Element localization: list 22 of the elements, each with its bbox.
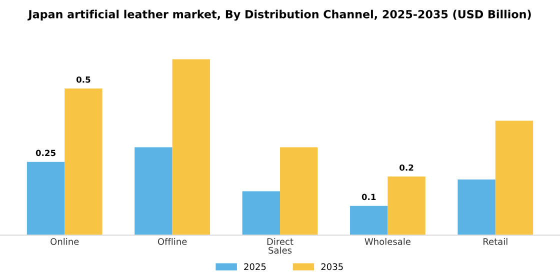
- data-label: 0.25: [36, 150, 56, 156]
- bar: [172, 59, 210, 236]
- x-tick-label: Wholesale: [364, 238, 410, 245]
- bar: [26, 162, 65, 236]
- legend-label: 2035: [321, 263, 343, 270]
- bar: [388, 176, 426, 236]
- bar: [458, 179, 496, 236]
- bar: [134, 147, 172, 236]
- x-tick-label: Offline: [158, 238, 187, 245]
- data-label: 0.1: [362, 194, 376, 200]
- data-label: 0.2: [400, 164, 414, 171]
- bar: [495, 120, 534, 236]
- legend-label: 2025: [244, 263, 266, 270]
- data-label: 0.5: [76, 76, 90, 83]
- bar: [242, 191, 280, 236]
- bar: [350, 206, 388, 236]
- chart-title: Japan artificial leather market, By Distribution Channel, 2025-2035 (USD Billion): [28, 10, 531, 21]
- bar: [64, 88, 102, 236]
- x-tick-label: Retail: [484, 238, 508, 245]
- x-tick-label: Direct Sales: [267, 238, 294, 254]
- bar: [280, 147, 318, 236]
- x-tick-label: Online: [50, 238, 79, 245]
